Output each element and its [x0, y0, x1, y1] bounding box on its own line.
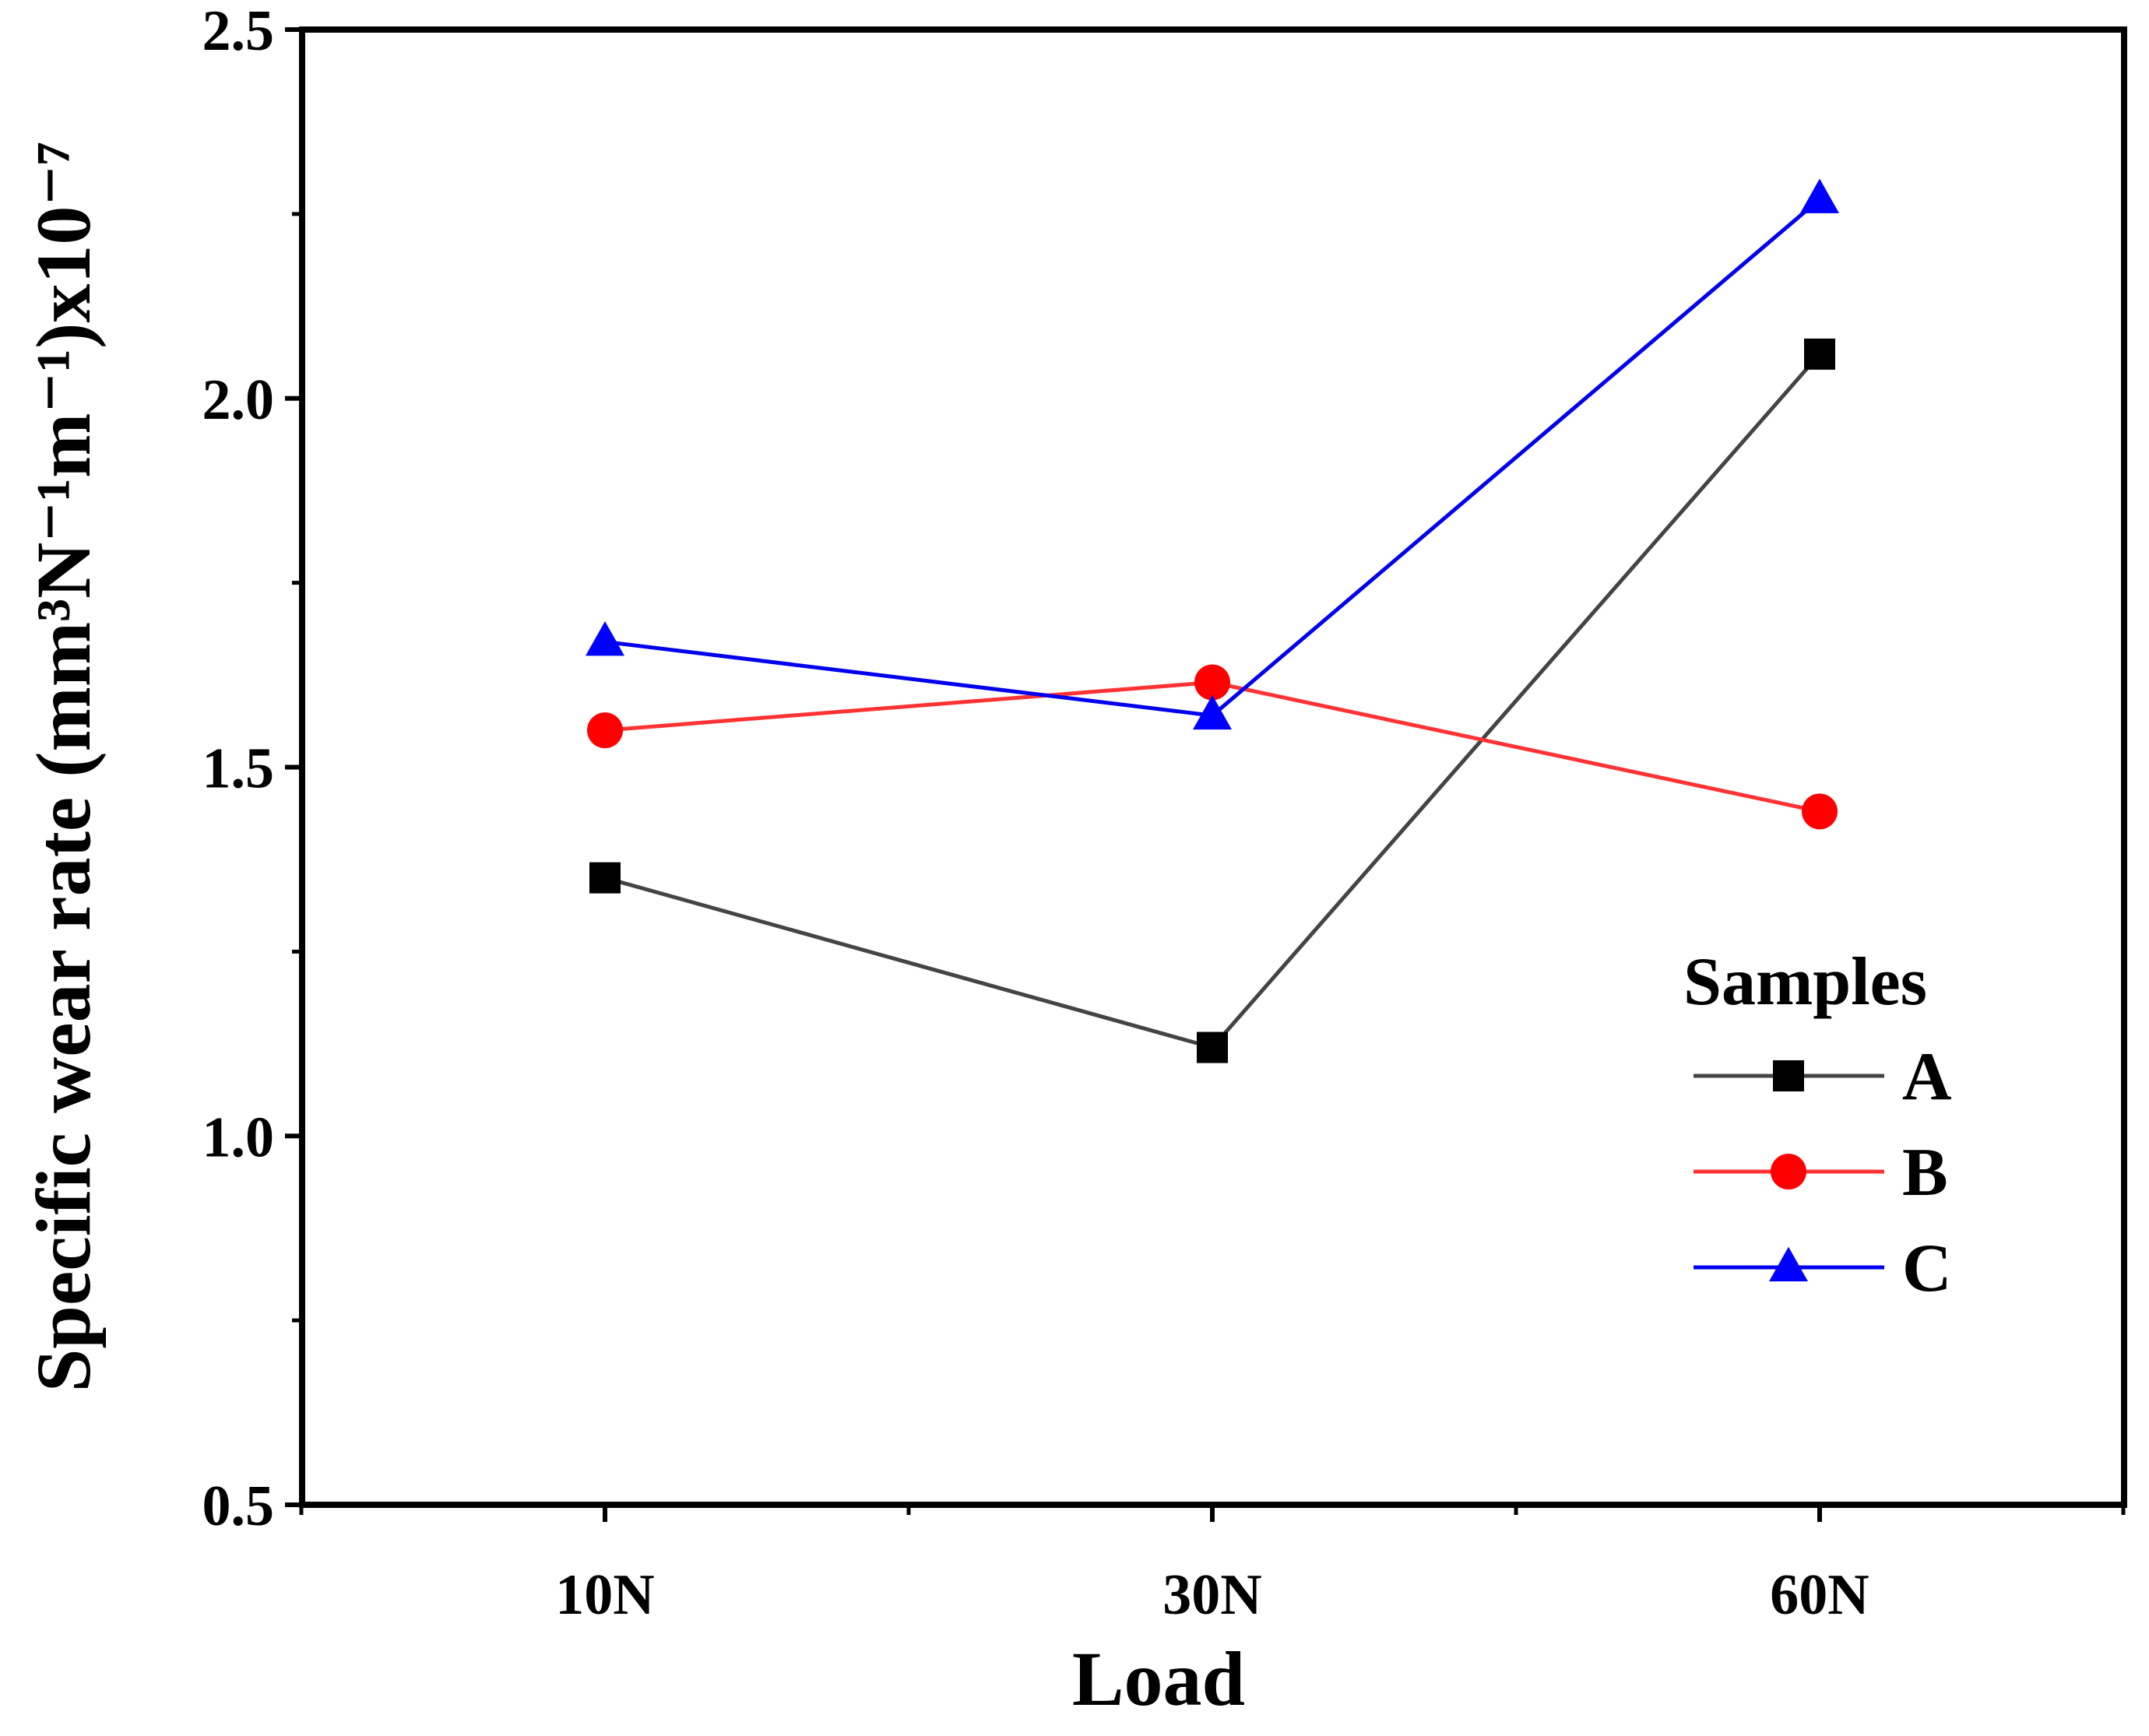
legend: Samples ABC [1683, 944, 1952, 1306]
legend-title: Samples [1683, 944, 1927, 1020]
data-point-triangle [1800, 178, 1839, 213]
x-axis-title: Load [1072, 1636, 1245, 1722]
legend-label-b: B [1902, 1135, 1948, 1211]
y-tick-label: 2.0 [202, 368, 275, 432]
x-tick-label: 10N [555, 1563, 654, 1627]
x-tick-label: 30N [1162, 1563, 1261, 1627]
series-layer [586, 178, 1839, 1063]
x-axis-ticks: 10N 30N 60N [299, 1505, 2126, 1627]
y-axis-ticks: 0.5 1.0 1.5 2.0 2.5 [202, 0, 302, 1538]
y-tick-label: 0.5 [202, 1474, 275, 1538]
data-point-circle [587, 712, 623, 749]
legend-label-c: C [1902, 1231, 1952, 1306]
legend-marker-b [1771, 1154, 1806, 1190]
x-tick-label: 60N [1770, 1563, 1869, 1627]
legend-label-a: A [1902, 1039, 1952, 1115]
data-point-circle [1802, 793, 1838, 830]
y-tick-label: 2.5 [202, 0, 275, 63]
y-tick-label: 1.0 [202, 1105, 275, 1169]
data-point-circle [1194, 664, 1230, 701]
data-point-square [1804, 338, 1835, 370]
data-point-square [1197, 1031, 1228, 1063]
data-point-square [589, 862, 621, 894]
legend-marker-c [1769, 1246, 1808, 1281]
y-tick-label: 1.5 [202, 737, 275, 801]
y-axis-title: Specific wear rate (mm³N⁻¹m⁻¹)x10⁻⁷ [20, 142, 107, 1393]
data-point-triangle [586, 621, 624, 656]
data-point-triangle [1193, 694, 1232, 730]
legend-marker-a [1773, 1060, 1804, 1091]
